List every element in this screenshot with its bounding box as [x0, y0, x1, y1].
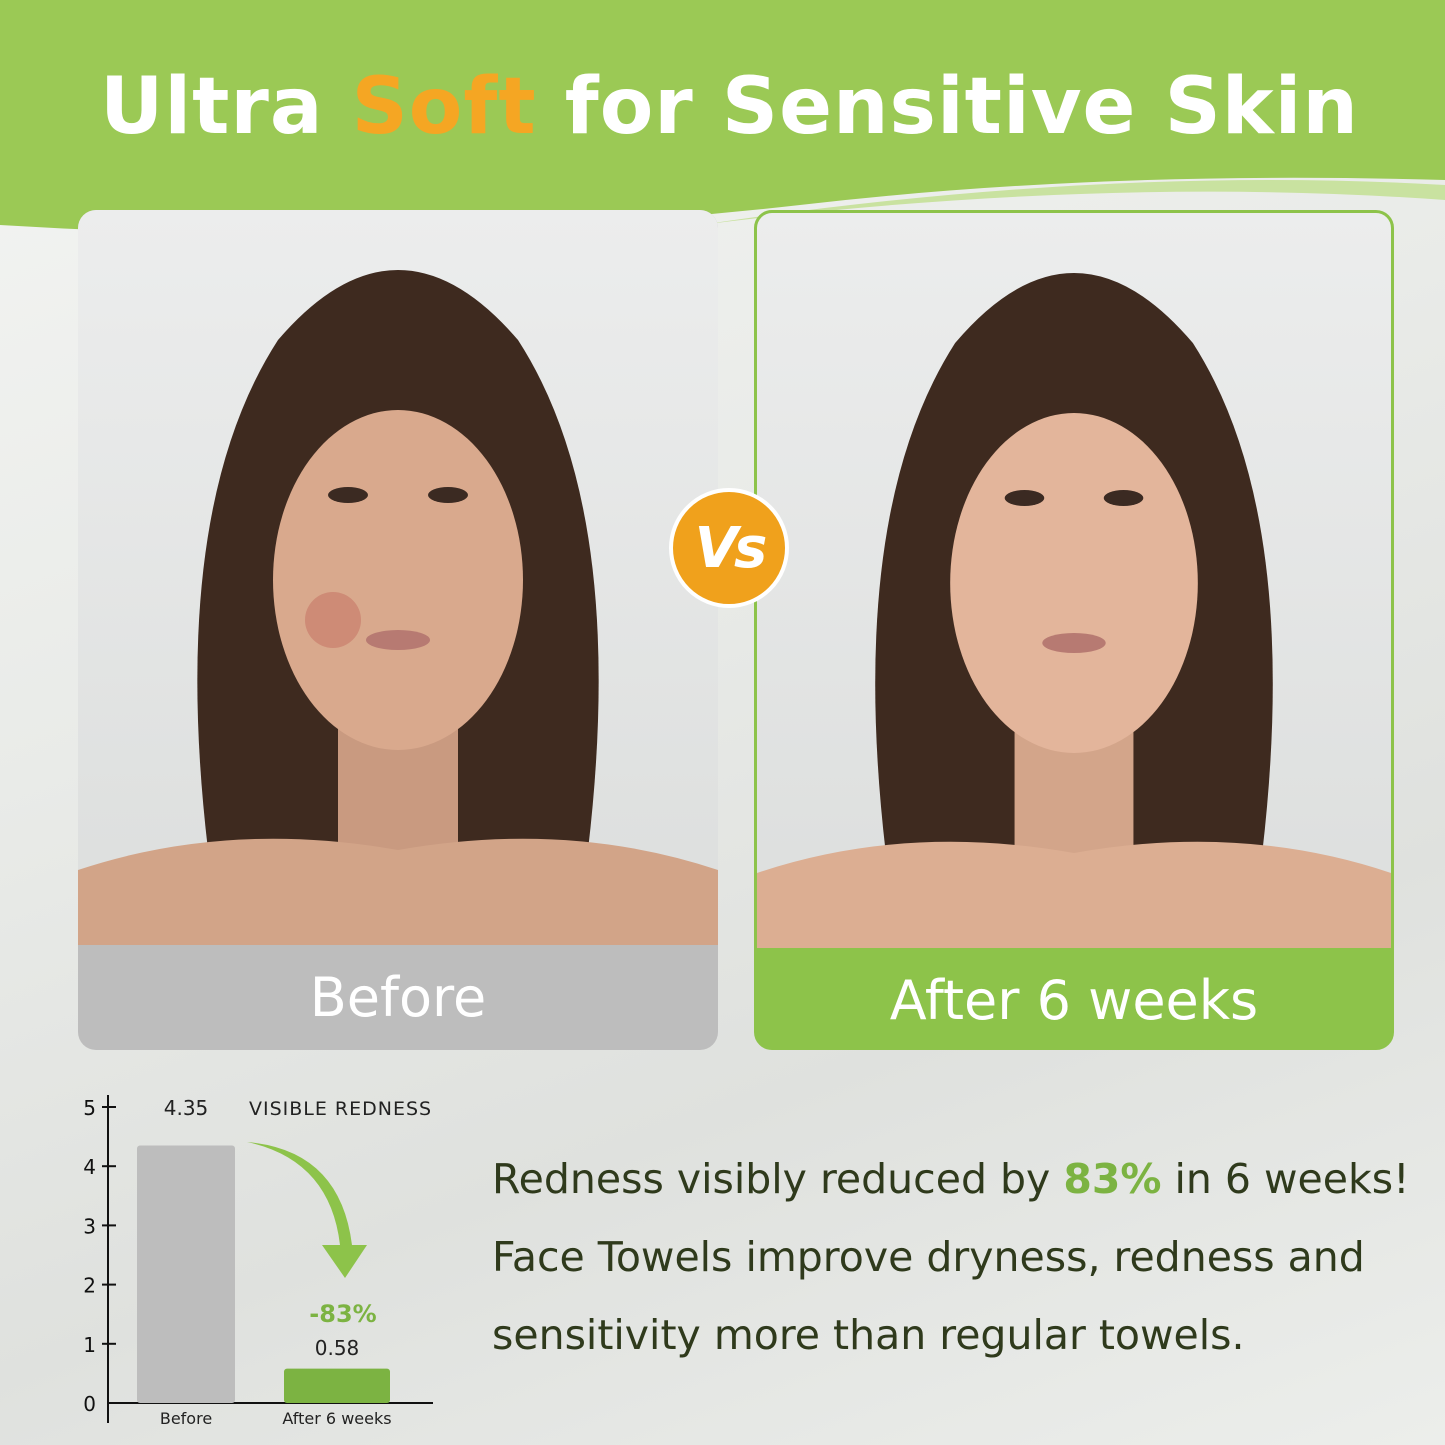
description-text: Redness visibly reduced by 83% in 6 week… [492, 1155, 1410, 1359]
after-caption: After 6 weeks [889, 969, 1259, 1032]
y-tick-label: 5 [83, 1096, 96, 1120]
x-category-label: Before [160, 1409, 212, 1428]
header-banner [0, 0, 1445, 234]
bar-value-label: 4.35 [164, 1096, 209, 1120]
chart-title: VISIBLE REDNESS [249, 1098, 432, 1120]
bar-0 [137, 1145, 235, 1403]
bar-value-label: 0.58 [315, 1336, 360, 1360]
after-card: After 6 weeks [754, 210, 1394, 1050]
y-tick-label: 3 [83, 1214, 96, 1238]
bar-1 [284, 1368, 390, 1403]
after-photo [757, 213, 1391, 948]
redness-chart: 0 1 2 3 4 5 4.35 Before 0.58 After 6 weeks VISIB… [83, 1095, 433, 1428]
x-category-label: After 6 weeks [282, 1409, 391, 1428]
decrease-arrow-icon [247, 1142, 367, 1278]
page-title: Ultra Soft for Sensitive Skin [100, 62, 1359, 152]
reduction-percent: 83% [1063, 1155, 1162, 1203]
before-card: Before [78, 210, 718, 1050]
before-photo [78, 210, 718, 945]
decrease-annotation: -83% [309, 1300, 376, 1328]
y-tick-label: 2 [83, 1274, 96, 1298]
y-tick-label: 1 [83, 1333, 96, 1357]
before-caption: Before [309, 966, 487, 1029]
vs-badge: Vs [669, 488, 789, 608]
y-tick-label: 0 [83, 1392, 96, 1416]
y-tick-label: 4 [83, 1155, 96, 1179]
